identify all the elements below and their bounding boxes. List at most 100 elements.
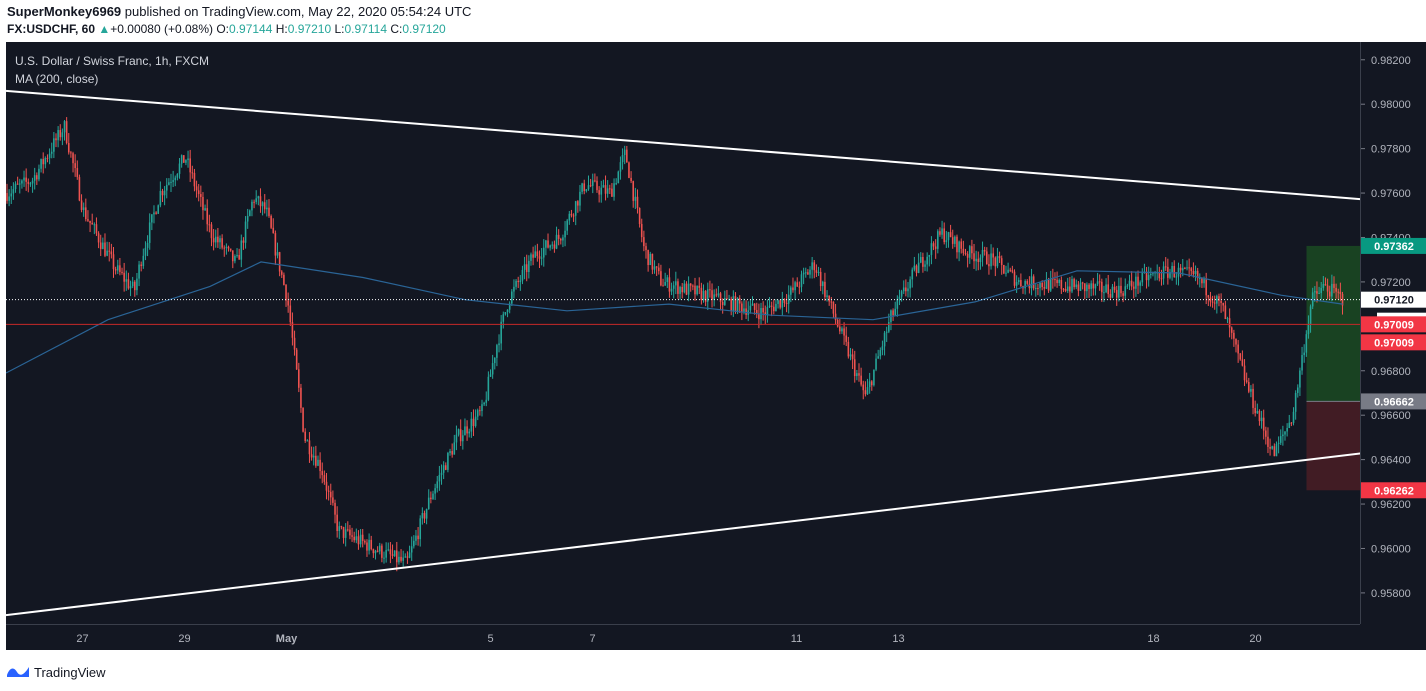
author-name[interactable]: SuperMonkey6969 <box>7 4 122 19</box>
candle <box>521 265 524 285</box>
candle-body <box>534 251 537 258</box>
candle <box>1101 278 1103 302</box>
candle <box>359 529 362 548</box>
candle <box>370 535 373 551</box>
candle <box>566 218 568 235</box>
price-chart[interactable]: U.S. Dollar / Swiss Franc, 1h, FXCM MA (… <box>6 42 1360 624</box>
candle-body <box>231 250 234 262</box>
candle-body <box>960 241 963 249</box>
candle-body <box>1101 281 1103 293</box>
candle-body <box>310 454 313 458</box>
candle <box>777 299 779 309</box>
candle <box>355 528 358 544</box>
candle-body <box>1228 318 1231 328</box>
candle-body <box>821 281 824 287</box>
candle-body <box>415 535 417 541</box>
candle-body <box>1192 270 1195 275</box>
candle-body <box>898 296 901 300</box>
candle-body <box>1243 365 1246 381</box>
candle <box>670 282 673 296</box>
upper-trendline <box>6 89 1360 201</box>
candle <box>493 357 496 370</box>
candle <box>325 473 328 500</box>
time-axis[interactable]: 2729May57111318202527Jun <box>6 624 1360 650</box>
candle-body <box>325 481 328 491</box>
candle <box>564 221 566 247</box>
candle-body <box>1275 443 1278 457</box>
candle <box>511 289 513 306</box>
candle <box>583 179 586 195</box>
candle <box>1107 274 1110 298</box>
price-axis[interactable]: 0.982000.980000.978000.976000.974000.972… <box>1360 42 1426 624</box>
brand-label[interactable]: TradingView <box>34 665 106 680</box>
time-tick-label: 5 <box>487 633 493 645</box>
candle <box>649 251 652 266</box>
price-axis-labels: 0.982000.980000.978000.976000.974000.972… <box>1361 55 1426 600</box>
candle-body <box>344 529 347 538</box>
candle-body <box>1177 267 1180 277</box>
candle-body <box>276 252 279 256</box>
candle <box>660 264 662 287</box>
candle <box>208 214 211 233</box>
candle-body <box>762 308 764 313</box>
candle-body <box>298 369 300 388</box>
candle <box>572 213 575 222</box>
candle-body <box>1066 286 1069 291</box>
candle <box>1132 281 1135 299</box>
candle <box>847 336 850 359</box>
candle <box>485 391 488 407</box>
candle-body <box>711 290 713 300</box>
candle-body <box>1241 359 1244 366</box>
candle-body <box>251 201 253 211</box>
candle <box>1228 308 1231 338</box>
candle <box>570 209 573 218</box>
candle-body <box>832 301 835 314</box>
candle <box>704 289 707 307</box>
candle-body <box>1239 353 1242 360</box>
candle <box>146 235 149 257</box>
candle <box>1081 281 1084 290</box>
candle <box>417 527 419 546</box>
candle <box>1113 281 1116 293</box>
candle-body <box>1245 380 1248 382</box>
candle <box>329 483 332 506</box>
candle-body <box>451 451 453 455</box>
candle <box>534 245 537 258</box>
candle <box>357 530 360 550</box>
candle-body <box>1152 273 1154 275</box>
candle-body <box>1322 284 1325 288</box>
candle <box>116 259 119 274</box>
candle-body <box>1030 276 1033 289</box>
candle <box>672 281 675 299</box>
candle <box>385 542 387 563</box>
candle-body <box>796 282 799 287</box>
candle <box>549 244 551 251</box>
candle <box>221 234 223 250</box>
candle-body <box>758 313 760 320</box>
candle <box>668 268 671 298</box>
candle-body <box>988 264 990 267</box>
candle <box>315 445 317 468</box>
candle <box>159 181 162 208</box>
candle <box>804 267 807 278</box>
candle-body <box>102 242 104 249</box>
candle <box>1322 276 1325 291</box>
candle-body <box>815 270 818 273</box>
chart-plot[interactable] <box>6 42 1360 624</box>
candle-body <box>138 264 140 279</box>
candle <box>65 117 68 145</box>
candle <box>187 150 189 168</box>
candle <box>444 462 447 471</box>
candle-body <box>249 210 251 216</box>
candle-body <box>975 258 977 262</box>
candle-body <box>53 138 55 152</box>
candle-body <box>992 253 994 258</box>
candle <box>200 185 202 207</box>
candle <box>930 236 933 265</box>
candle <box>866 378 869 395</box>
candle-body <box>834 313 837 321</box>
candle-body <box>755 309 758 314</box>
candle <box>378 542 381 555</box>
candle-body <box>1328 291 1331 297</box>
legend-indicator[interactable]: MA (200, close) <box>15 72 99 86</box>
